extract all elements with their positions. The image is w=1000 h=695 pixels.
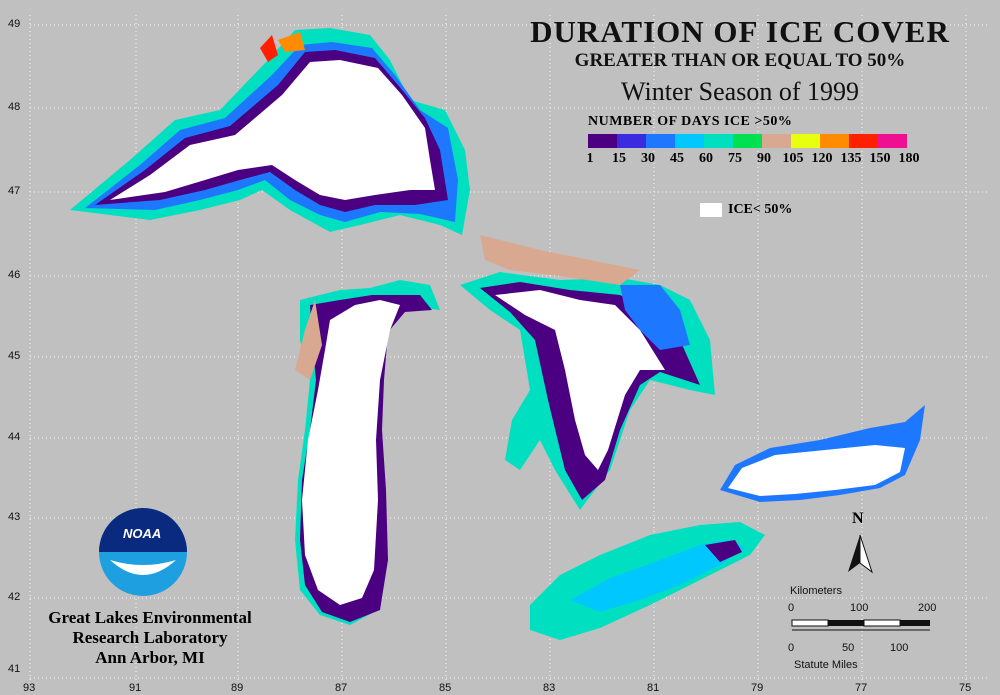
legend-swatch	[791, 134, 820, 148]
latitude-label: 44	[8, 431, 21, 443]
mi-tick-1: 50	[842, 642, 855, 654]
org-line2: Research Laboratory	[72, 628, 228, 647]
lake-huron	[460, 235, 715, 510]
legend-tick-label: 180	[898, 151, 920, 166]
longitude-label: 91	[129, 682, 142, 694]
lake-ontario	[720, 405, 925, 502]
legend-tick-label: 120	[811, 151, 833, 166]
noaa-logo-text: NOAA	[123, 526, 162, 541]
legend-tick-label: 15	[612, 151, 626, 166]
longitude-label: 81	[647, 682, 660, 694]
latitude-label: 42	[8, 591, 21, 603]
latitude-label: 45	[8, 350, 21, 362]
legend-tick-label: 45	[670, 151, 684, 166]
longitude-label: 87	[335, 682, 348, 694]
title-line2: GREATER THAN OR EQUAL TO 50%	[574, 50, 906, 71]
longitude-label: 93	[23, 682, 36, 694]
legend-tick-label: 90	[757, 151, 771, 166]
longitude-label: 85	[439, 682, 452, 694]
legend-swatch	[849, 134, 878, 148]
km-tick-2: 200	[918, 602, 937, 614]
mi-tick-0: 0	[788, 642, 795, 654]
ice-key: ICE< 50%	[700, 202, 792, 218]
legend-tick-label: 60	[699, 151, 713, 166]
noaa-logo	[99, 508, 187, 596]
legend-tick-label: 105	[782, 151, 804, 166]
org-line1: Great Lakes Environmental	[48, 608, 252, 627]
legend-swatch	[617, 134, 646, 148]
longitude-label: 77	[855, 682, 868, 694]
latitude-label: 47	[8, 185, 21, 197]
legend-swatch	[820, 134, 849, 148]
legend-tick-label: 135	[840, 151, 862, 166]
legend-swatch	[588, 134, 617, 148]
latitude-label: 49	[8, 18, 21, 30]
legend-swatch	[675, 134, 704, 148]
mi-tick-2: 100	[890, 642, 909, 654]
latitude-label: 43	[8, 511, 21, 523]
legend-ticks: 1 15 30 45 60 75 90 105 120 135 150 180	[575, 151, 945, 169]
scale-bar	[791, 619, 930, 631]
legend-swatch	[733, 134, 762, 148]
longitude-label: 89	[231, 682, 244, 694]
legend-swatch	[704, 134, 733, 148]
km-tick-1: 100	[850, 602, 869, 614]
north-arrow	[848, 534, 873, 574]
legend-tick-label: 150	[869, 151, 891, 166]
latitude-label: 41	[8, 663, 21, 675]
longitude-label: 75	[959, 682, 972, 694]
latitude-label: 48	[8, 101, 21, 113]
title-line1: DURATION OF ICE COVER	[530, 14, 950, 49]
longitude-label: 83	[543, 682, 556, 694]
mi-label: Statute Miles	[794, 659, 858, 671]
legend-tick-label: 30	[641, 151, 655, 166]
legend-tick-label: 1	[586, 151, 594, 166]
map-title: DURATION OF ICE COVER GREATER THAN OR EQ…	[520, 14, 960, 108]
longitude-label: 79	[751, 682, 764, 694]
ice-label: ICE< 50%	[728, 202, 793, 217]
lake-erie	[530, 522, 765, 640]
legend-swatch	[762, 134, 791, 148]
org-line3: Ann Arbor, MI	[95, 648, 205, 667]
lake-michigan	[295, 280, 440, 625]
legend-swatch	[646, 134, 675, 148]
legend-title: NUMBER OF DAYS ICE >50%	[588, 114, 793, 129]
km-tick-0: 0	[788, 602, 795, 614]
legend-swatch	[878, 134, 907, 148]
km-label: Kilometers	[790, 585, 842, 597]
scale: Kilometers 0 100 200 0 50 100 Statute Mi…	[780, 585, 960, 675]
title-line3: Winter Season of 1999	[621, 77, 859, 106]
legend-tick-label: 75	[728, 151, 742, 166]
legend-color-bar	[588, 134, 907, 148]
organization: Great Lakes Environmental Research Labor…	[30, 608, 270, 668]
north-label: N	[852, 510, 864, 527]
latitude-label: 46	[8, 269, 21, 281]
lake-superior	[70, 28, 470, 235]
ice-swatch	[700, 203, 722, 217]
